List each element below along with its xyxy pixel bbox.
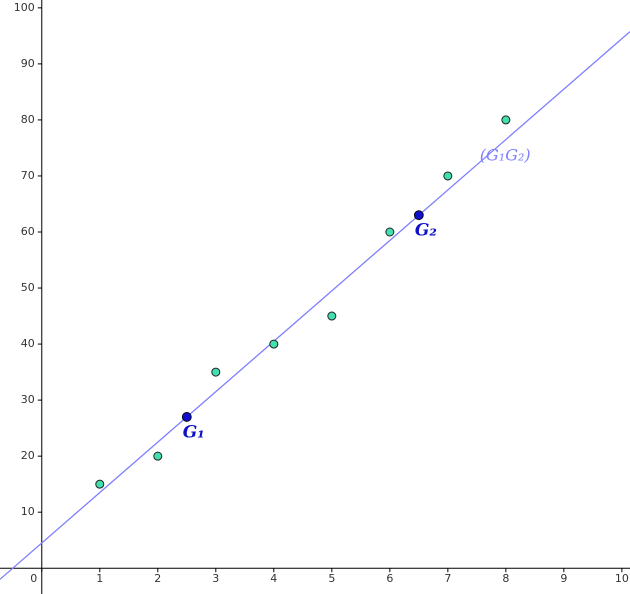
y-tick-label: 70: [21, 169, 35, 182]
x-tick-label: 5: [328, 572, 335, 585]
point: [413, 210, 424, 221]
data-point: [153, 451, 163, 461]
x-tick-label: 9: [560, 572, 567, 585]
point: [181, 412, 192, 422]
fit-line: [0, 31, 630, 580]
x-tick-label: 7: [444, 572, 451, 585]
point-label: G₁: [183, 422, 205, 442]
x-tick-label: 6: [386, 572, 393, 585]
data-point: [95, 479, 105, 489]
x-tick-label: 2: [154, 572, 161, 585]
y-tick-label: 40: [21, 337, 35, 350]
x-tick-label: 4: [270, 572, 277, 585]
y-tick-label: 20: [21, 449, 35, 462]
x-tick-label: 1: [96, 572, 103, 585]
y-tick-label: 90: [21, 57, 35, 70]
point-label: G₂: [415, 221, 437, 241]
y-tick-label: 30: [21, 393, 35, 406]
y-tick-label: 60: [21, 225, 35, 238]
x-tick-label: 10: [615, 572, 629, 585]
y-tick-label: 80: [21, 113, 35, 126]
data-point: [269, 339, 279, 349]
x-tick-label: 3: [212, 572, 219, 585]
data-point: [385, 227, 395, 237]
data-point: [443, 171, 453, 181]
data-point: [211, 367, 221, 377]
line-label: (G₁G₂): [480, 146, 531, 165]
y-tick-label: 50: [21, 281, 35, 294]
y-tick-label: 10: [21, 505, 35, 518]
data-point: [327, 311, 337, 321]
y-tick-label: 100: [14, 1, 35, 14]
x-tick-label: 0: [30, 572, 37, 585]
data-point: [501, 115, 511, 125]
x-tick-label: 8: [502, 572, 509, 585]
